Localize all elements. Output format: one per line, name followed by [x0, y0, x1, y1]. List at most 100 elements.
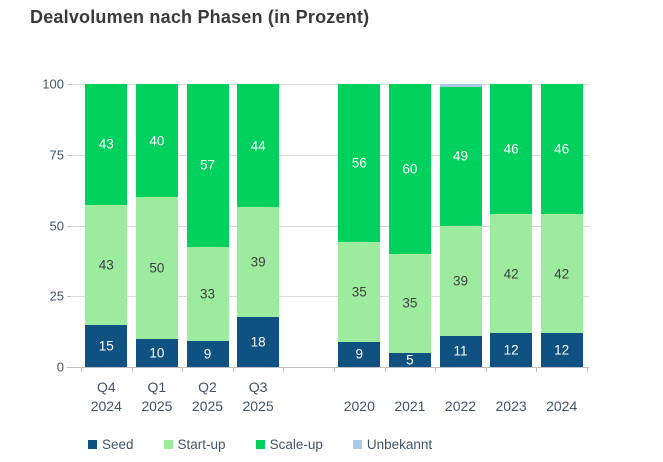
bar-segment-seed: 18 [237, 316, 280, 367]
x-category-label-line: 2024 [90, 398, 122, 414]
x-category-label-line: 2025 [191, 398, 224, 414]
x-category-label-line: 2021 [394, 398, 426, 414]
x-category-label: 2024 [527, 378, 597, 416]
y-axis-tick [67, 225, 71, 227]
x-category-label-line: 2025 [141, 398, 173, 414]
x-category-label: 2020 [324, 378, 394, 416]
bar-q4-2024: 15 43 43 [85, 84, 128, 367]
bar-segment-scale-up: 60 [388, 84, 431, 254]
x-category-label-line: 2022 [444, 398, 477, 414]
x-category-label-line: 2020 [343, 398, 375, 414]
x-category-label: 2022 [426, 378, 496, 416]
bar-segment-seed: 12 [490, 333, 533, 367]
x-axis-tick [536, 367, 538, 372]
bar-value-label: 5 [406, 352, 414, 368]
x-axis-tick [81, 367, 82, 372]
x-category-label: Q4 2024 [71, 378, 141, 416]
bar-value-label: 43 [98, 257, 114, 273]
bar-segment-scale-up: 46 [540, 84, 583, 215]
bar-segment-seed: 10 [135, 338, 178, 367]
bar-segment-scale-up: 46 [490, 84, 533, 215]
gridline [71, 296, 589, 298]
bar-segment-seed: 11 [439, 335, 482, 367]
x-axis-line [71, 367, 589, 368]
x-category-label: Q1 2025 [122, 378, 192, 416]
bar-segment-start-up: 39 [439, 225, 482, 336]
x-axis-tick [131, 367, 133, 372]
bar-2021: 5 35 60 [388, 84, 431, 368]
bar-segment-seed: 12 [540, 333, 583, 367]
bar-segment-scale-up: 44 [237, 84, 280, 208]
legend-swatch-icon [255, 440, 265, 449]
bar-value-label: 9 [355, 346, 364, 362]
legend-item-start-up: Start-up [163, 437, 226, 452]
gridline [71, 84, 589, 85]
legend-label: Seed [102, 437, 134, 452]
bar-segment-start-up: 42 [490, 214, 533, 334]
bar-value-label: 49 [452, 148, 469, 164]
x-category-label-line: 2025 [242, 398, 274, 414]
x-category-label-line: 2023 [495, 398, 527, 414]
bar-value-label: 40 [149, 133, 165, 149]
bar-q3-2025: 18 39 44 [237, 84, 280, 367]
chart-title: Dealvolumen nach Phasen (in Prozent) [30, 7, 370, 27]
bar-2022: 11 39 49 [439, 84, 482, 367]
x-category-label: Q2 2025 [173, 378, 243, 416]
bar-value-label: 43 [98, 136, 114, 152]
x-category-label-line: Q1 [147, 379, 167, 395]
x-axis-tick [334, 367, 335, 372]
bar-value-label: 46 [503, 141, 519, 157]
bar-q1-2025: 10 50 40 [135, 84, 178, 367]
bar-value-label: 42 [503, 266, 519, 282]
x-axis-tick [232, 367, 234, 372]
x-axis-tick [283, 367, 285, 372]
x-axis-tick [384, 367, 386, 372]
y-tick-label: 0 [56, 359, 64, 375]
bar-segment-unbekannt [439, 84, 482, 87]
x-category-label-line: Q2 [198, 379, 217, 395]
bar-2020: 9 35 56 [338, 84, 381, 367]
x-category-label-line: Q4 [96, 379, 116, 395]
bar-segment-start-up: 33 [186, 246, 229, 342]
y-tick-label: 75 [49, 147, 64, 163]
legend-item-seed: Seed [88, 437, 134, 452]
bar-value-label: 39 [452, 273, 469, 289]
legend-item-unbekannt: Unbekannt [352, 437, 433, 452]
bar-segment-scale-up: 56 [338, 84, 381, 243]
x-axis-tick [587, 367, 588, 372]
bar-2024: 12 42 46 [540, 84, 583, 367]
y-tick-label: 50 [49, 218, 64, 233]
y-tick-label: 100 [42, 76, 64, 92]
bar-segment-seed: 5 [388, 352, 431, 368]
legend: Seed Start-up Scale-up Unbekannt [88, 437, 432, 452]
bar-segment-scale-up: 43 [85, 84, 128, 205]
bar-value-label: 39 [250, 254, 266, 270]
gridline [71, 154, 589, 156]
plot-area: 15 43 43 10 50 40 9 33 57 18 39 44 9 35 56 5 35 60 11 39 49 1… [67, 84, 589, 372]
bar-value-label: 42 [554, 266, 570, 282]
bar-2023: 12 42 46 [490, 84, 533, 367]
bar-value-label: 18 [250, 334, 266, 350]
x-category-label: 2021 [375, 378, 445, 416]
bar-segment-start-up: 35 [338, 242, 381, 342]
bar-value-label: 35 [351, 284, 367, 300]
bar-value-label: 9 [203, 346, 212, 362]
legend-label: Unbekannt [366, 437, 433, 452]
bar-segment-start-up: 43 [85, 204, 128, 325]
x-category-label: 2023 [476, 378, 546, 416]
bar-segment-scale-up: 57 [186, 84, 229, 247]
bar-segment-scale-up: 49 [439, 86, 482, 226]
bar-q2-2025: 9 33 57 [186, 84, 229, 367]
bar-value-label: 60 [402, 161, 418, 177]
bar-value-label: 56 [351, 155, 367, 171]
bar-segment-seed: 15 [85, 324, 128, 367]
bar-segment-scale-up: 40 [135, 84, 178, 198]
bar-segment-seed: 9 [186, 341, 229, 367]
bar-value-label: 12 [503, 342, 519, 358]
x-axis-tick [435, 367, 437, 372]
bar-value-label: 12 [554, 342, 570, 358]
bar-segment-start-up: 50 [135, 197, 178, 339]
legend-swatch-icon [88, 440, 97, 449]
y-axis-tick [67, 296, 71, 298]
bar-segment-start-up: 39 [237, 207, 280, 317]
